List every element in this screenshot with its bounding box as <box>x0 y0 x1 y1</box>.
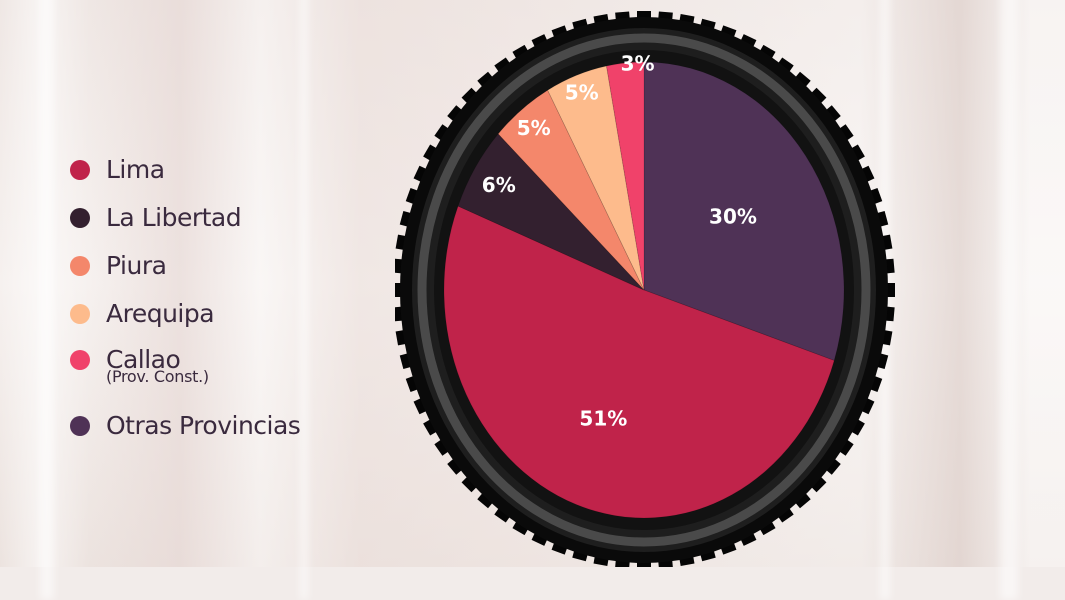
legend-label: Callao <box>106 345 181 374</box>
slice-value-label: 3% <box>621 52 655 76</box>
legend-swatch <box>70 304 90 324</box>
tire-rim-highlight <box>417 33 871 547</box>
pie-labels: 30% 51% 6% 5% 5% 3% <box>482 52 757 431</box>
legend-swatch <box>70 208 90 228</box>
legend-swatch <box>70 416 90 436</box>
light-streak <box>1000 0 1018 600</box>
legend-label: Lima <box>106 155 165 184</box>
slice-value-label: 5% <box>565 81 599 105</box>
pie-slices <box>443 61 845 519</box>
light-streak <box>40 0 54 600</box>
pie-slice <box>497 89 645 291</box>
slice-value-label: 5% <box>517 116 551 140</box>
light-streak <box>300 0 308 600</box>
legend-swatch <box>70 256 90 276</box>
legend-label: Piura <box>106 251 167 280</box>
pie-slice <box>643 61 845 361</box>
slice-value-label: 51% <box>579 407 627 431</box>
legend-label: Arequipa <box>106 299 215 328</box>
pie-slice <box>606 61 645 291</box>
pie-slice <box>457 133 645 291</box>
legend-label: Otras Provincias <box>106 411 301 440</box>
legend-swatch <box>70 160 90 180</box>
pie-slice <box>443 205 835 519</box>
legend-sublabel: (Prov. Const.) <box>106 367 209 386</box>
pie-chart: 30% 51% 6% 5% 5% 3% <box>395 11 895 567</box>
slice-value-label: 6% <box>482 173 516 197</box>
slice-value-label: 30% <box>709 204 757 228</box>
pie-slice <box>547 65 645 291</box>
legend-swatch <box>70 350 90 370</box>
legend-label: La Libertad <box>106 203 242 232</box>
